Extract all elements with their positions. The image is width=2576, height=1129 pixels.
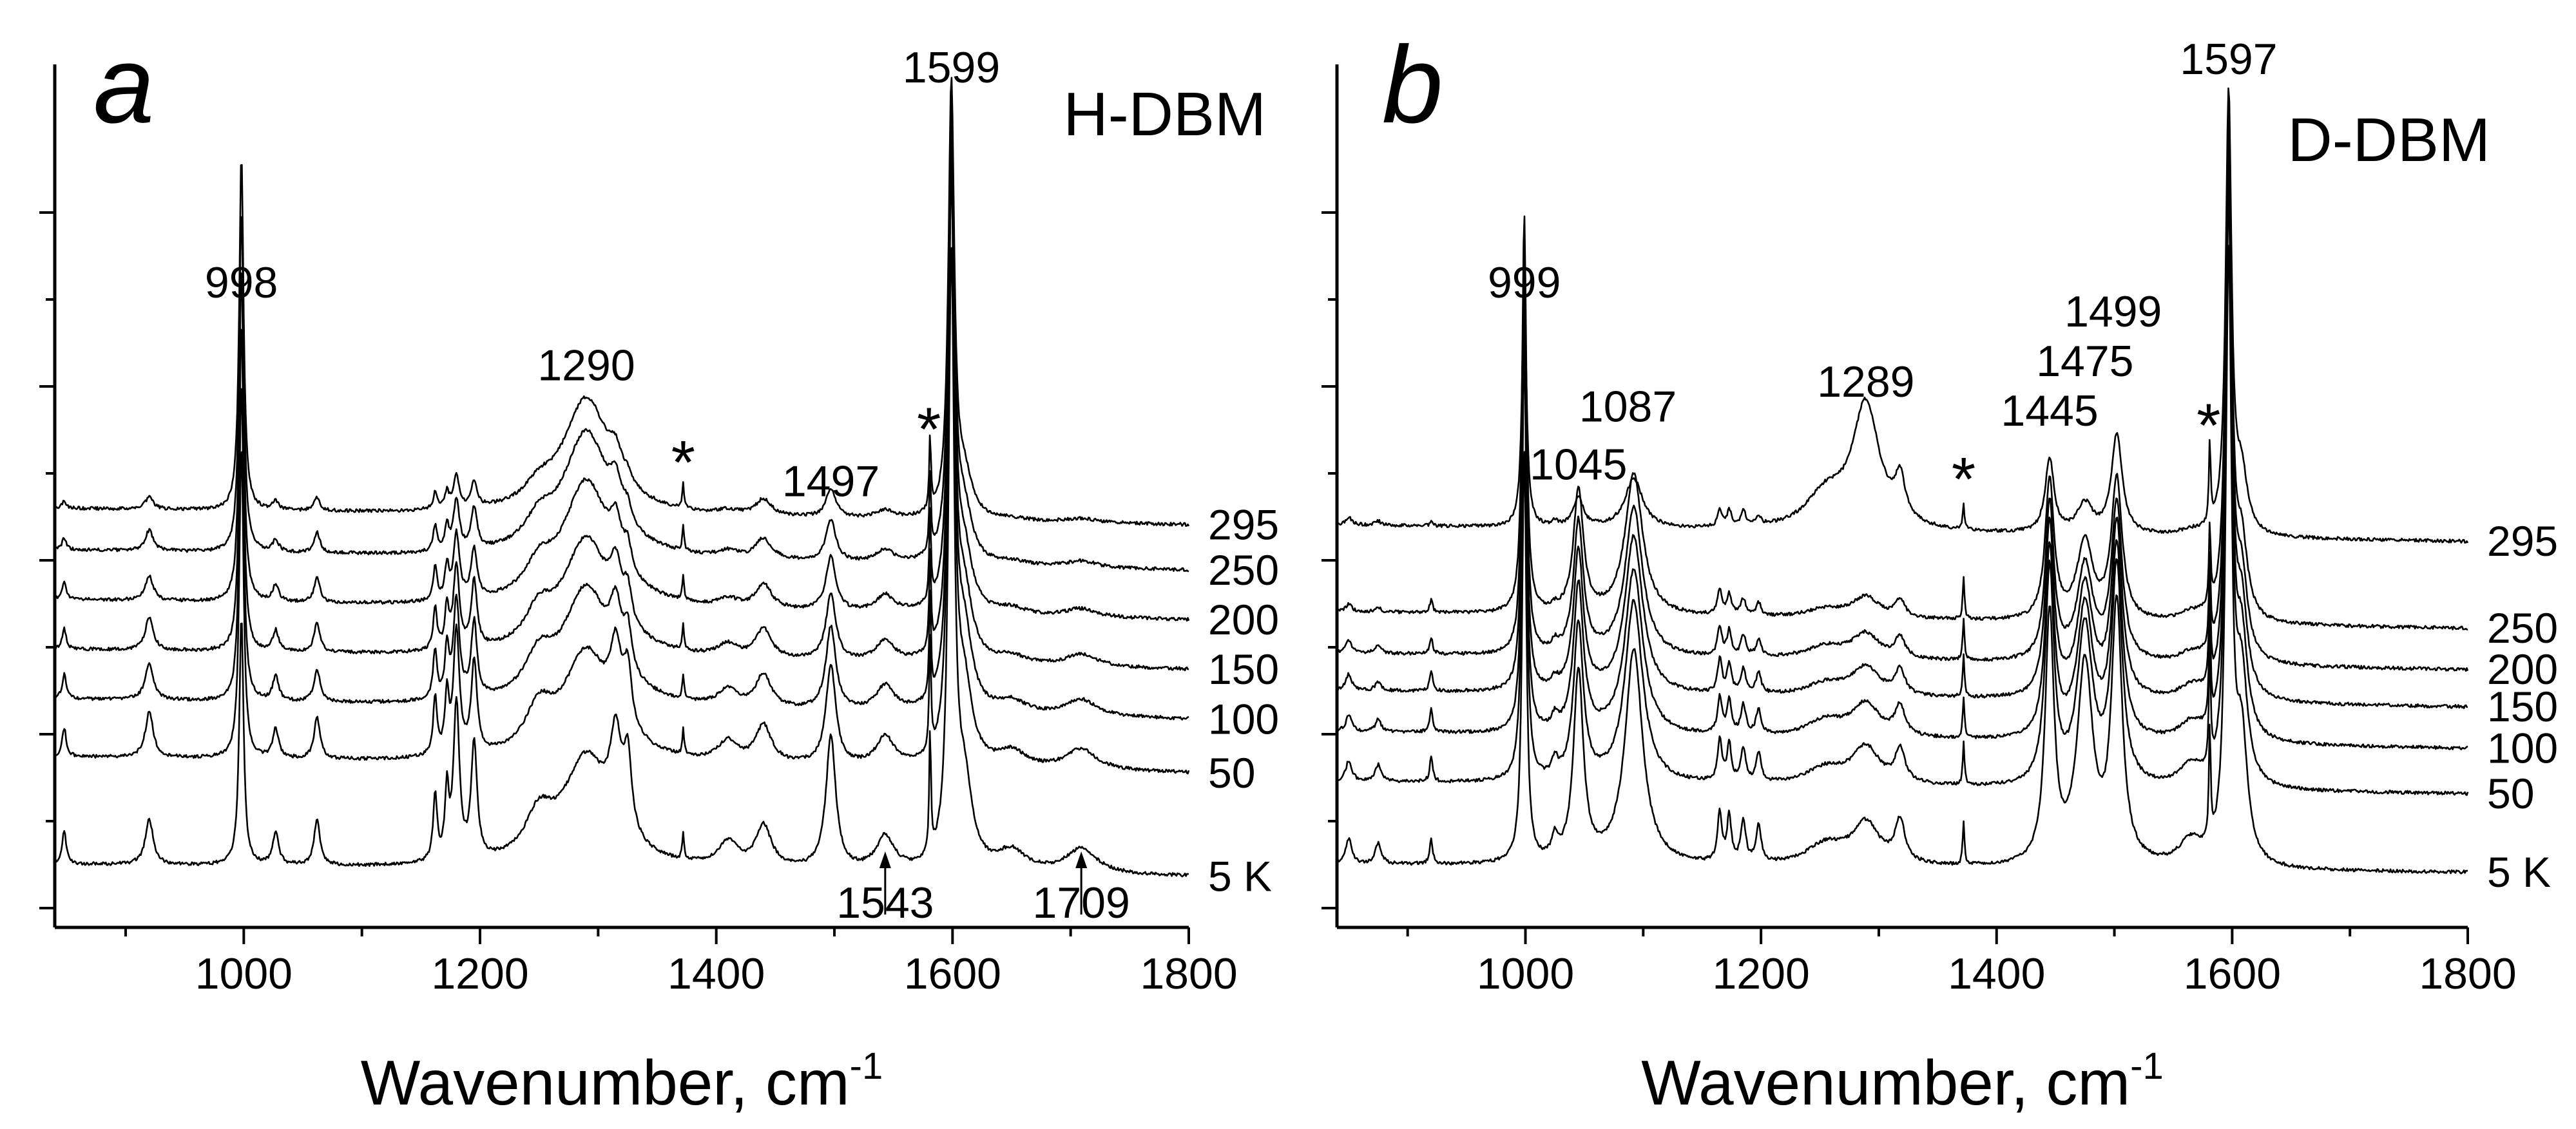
peak-label: 1290 <box>537 341 635 390</box>
star-mark: * <box>1952 445 1975 514</box>
temperature-label: 150 <box>1208 645 1279 693</box>
x-tick-label: 1400 <box>1948 949 2045 998</box>
x-tick-label: 1600 <box>2184 949 2281 998</box>
temperature-label: 150 <box>2487 683 2558 730</box>
x-tick-label: 1200 <box>431 949 528 998</box>
peak-label: 1289 <box>1817 357 1914 406</box>
spectrum-line <box>53 247 1189 878</box>
spectrum-line <box>53 128 1189 672</box>
arrowhead <box>879 851 891 868</box>
temperature-label: 5 K <box>2487 848 2551 896</box>
temperature-label: 100 <box>1208 695 1279 743</box>
x-tick-label: 1200 <box>1712 949 1809 998</box>
panel-letter: a <box>93 24 155 146</box>
spectrum-line <box>54 94 1189 573</box>
x-tick-label: 1600 <box>904 949 1001 998</box>
temperature-label: 200 <box>1208 596 1279 643</box>
x-axis-title-text: Wavenumber, cm <box>1641 1047 2130 1118</box>
panel-letter: b <box>1382 24 1443 146</box>
arrowhead <box>1075 851 1088 868</box>
x-axis-title-superscript: -1 <box>850 1045 883 1087</box>
peak-label: 998 <box>205 258 278 307</box>
compound-label: H-DBM <box>1063 80 1266 149</box>
spectrum-line <box>1336 245 2468 875</box>
temperature-label: 50 <box>2487 770 2534 817</box>
spectrum-line <box>1336 94 2468 631</box>
spectrum-line <box>1336 87 2469 544</box>
spectrum-line <box>54 106 1190 622</box>
temperature-label: 250 <box>2487 604 2558 652</box>
arrow-peak-label: 1709 <box>1033 878 1130 927</box>
peak-label: 1499 <box>2064 287 2162 336</box>
peak-label: 1599 <box>903 43 1000 92</box>
peak-label: 1597 <box>2180 35 2277 84</box>
compound-label: D-DBM <box>2287 106 2490 175</box>
spectrum-line <box>53 141 1189 721</box>
peak-label: 999 <box>1488 258 1561 307</box>
arrow-peak-label: 1543 <box>836 878 934 927</box>
star-mark: * <box>2196 391 2220 460</box>
temperature-label: 50 <box>1208 749 1255 797</box>
spectrum-line <box>53 169 1190 775</box>
x-tick-label: 1000 <box>195 949 293 998</box>
temperature-label: 250 <box>1208 546 1279 594</box>
star-mark: * <box>671 428 695 497</box>
temperature-label: 100 <box>2487 724 2558 772</box>
spectrum-line <box>53 77 1190 527</box>
peak-label: 1045 <box>1530 441 1627 489</box>
temperature-label: 200 <box>2487 645 2558 693</box>
temperature-label: 5 K <box>1208 852 1272 900</box>
spectrum-line <box>1336 164 2468 750</box>
peak-label: 1445 <box>2001 386 2098 435</box>
x-axis-title: Wavenumber, cm-1 <box>1641 1045 2163 1118</box>
star-mark: * <box>917 395 941 464</box>
x-axis-title: Wavenumber, cm-1 <box>361 1045 883 1118</box>
x-tick-label: 1800 <box>2419 949 2516 998</box>
temperature-label: 295 <box>2487 517 2558 565</box>
x-axis-title-text: Wavenumber, cm <box>361 1047 850 1118</box>
peak-label: 1497 <box>782 457 879 506</box>
peak-label: 1087 <box>1579 383 1677 432</box>
panel-b: 1000 1200 1400 1600 1800 Wavenumber, cm-1 b D-D… <box>1322 24 2558 1118</box>
x-axis-title-superscript: -1 <box>2130 1045 2164 1087</box>
temperature-label: 295 <box>1208 500 1279 548</box>
x-tick-label: 1400 <box>668 949 765 998</box>
panel-a: 1000 1200 1400 1600 1800 Wavenumber, cm-1 a H-D… <box>39 24 1279 1118</box>
x-tick-label: 1800 <box>1140 949 1237 998</box>
x-tick-label: 1000 <box>1477 949 1574 998</box>
peak-label: 1475 <box>2036 337 2133 386</box>
